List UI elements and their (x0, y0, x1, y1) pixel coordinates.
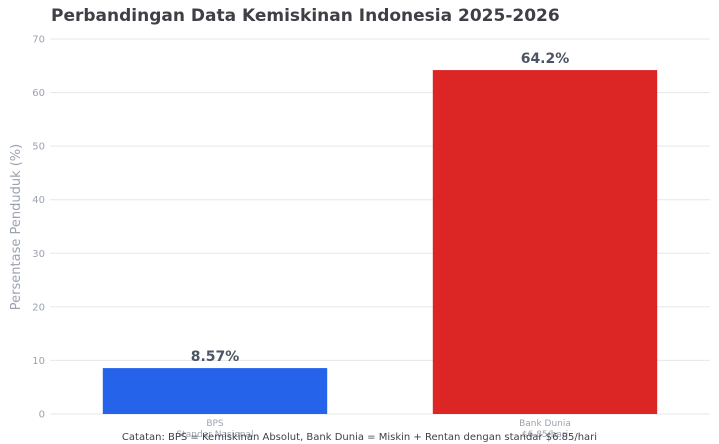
y-tick-label: 30 (32, 249, 45, 260)
x-category-sublabel: Standar Nasional (177, 430, 254, 440)
y-tick-label: 70 (32, 35, 45, 46)
y-tick-label: 10 (32, 356, 45, 367)
y-axis-ticks: 0 10 20 30 40 50 60 70 (32, 35, 45, 421)
bar (102, 368, 328, 414)
data-label: 8.57% (191, 349, 240, 365)
data-label: 64.2% (521, 51, 570, 67)
data-labels: 8.57% 64.2% (191, 51, 570, 365)
y-tick-label: 40 (32, 195, 45, 206)
bars (102, 70, 658, 415)
x-category-label: BPS (206, 419, 224, 429)
bar (432, 70, 658, 415)
x-category-label: Bank Dunia (519, 419, 571, 429)
y-tick-label: 60 (32, 88, 45, 99)
x-category-sublabel: $6.85/hari (522, 430, 568, 440)
y-tick-label: 20 (32, 302, 45, 313)
chart-title: Perbandingan Data Kemiskinan Indonesia 2… (51, 6, 560, 26)
y-axis-title: Persentase Penduduk (%) (9, 144, 24, 310)
y-tick-label: 50 (32, 142, 45, 153)
chart-footnote: Catatan: BPS = Kemiskinan Absolut, Bank … (121, 432, 598, 443)
y-tick-label: 0 (39, 410, 45, 421)
